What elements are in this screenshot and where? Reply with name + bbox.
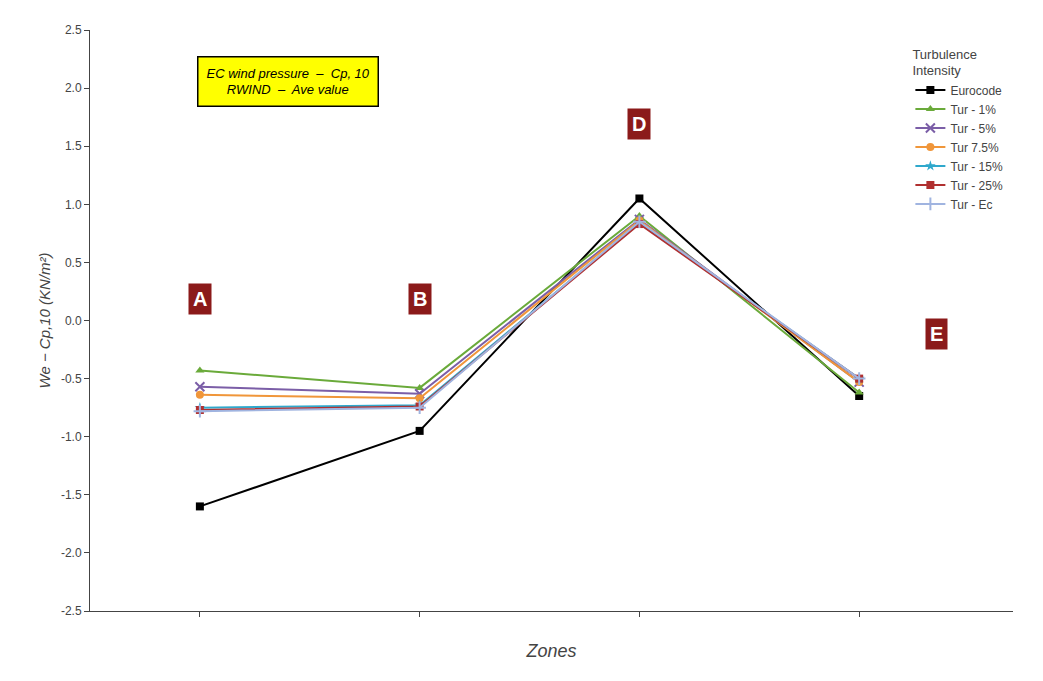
svg-text:-1.5: -1.5 [61,488,82,502]
svg-text:-2.0: -2.0 [61,546,82,560]
svg-text:1.5: 1.5 [65,139,82,153]
svg-text:0.5: 0.5 [65,256,82,270]
svg-text:2.5: 2.5 [65,23,82,37]
svg-text:Tur - 15%: Tur - 15% [950,160,1003,174]
svg-text:0.0: 0.0 [65,314,82,328]
svg-text:-1.0: -1.0 [61,430,82,444]
svg-text:D: D [632,113,646,135]
svg-text:Tur - Ec: Tur - Ec [950,198,992,212]
svg-text:TurbulenceIntensity: TurbulenceIntensity [912,47,977,79]
svg-text:-0.5: -0.5 [61,372,82,386]
svg-text:Tur 7.5%: Tur 7.5% [950,141,999,155]
svg-text:Tur - 25%: Tur - 25% [950,179,1003,193]
svg-text:Tur - 1%: Tur - 1% [950,103,996,117]
svg-text:Zones: Zones [525,641,576,661]
svg-text:E: E [930,323,943,345]
svg-text:-2.5: -2.5 [61,604,82,618]
svg-text:Eurocode: Eurocode [950,84,1002,98]
svg-text:B: B [413,288,427,310]
svg-text:Tur - 5%: Tur - 5% [950,122,996,136]
svg-text:1.0: 1.0 [65,198,82,212]
svg-text:A: A [193,288,207,310]
svg-text:2.0: 2.0 [65,81,82,95]
svg-text:EC wind pressure – Cp, 10RWI: EC wind pressure – Cp, 10RWIND – Ave val… [207,66,370,98]
svg-text:We − Cp,10 (KN/m²): We − Cp,10 (KN/m²) [36,252,53,388]
